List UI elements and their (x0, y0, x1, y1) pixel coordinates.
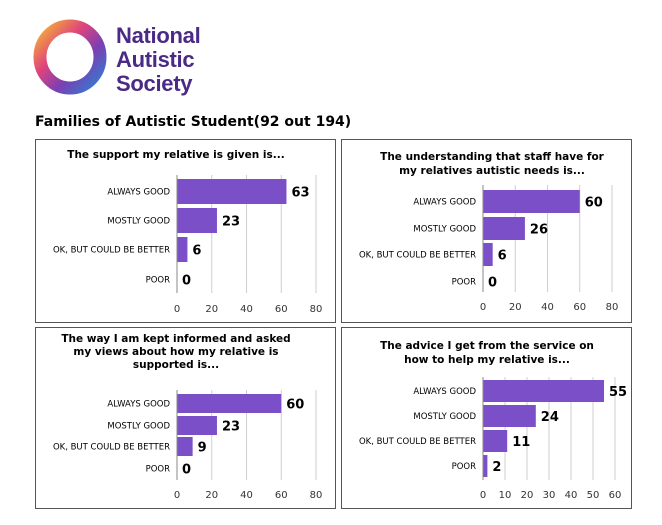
brand-name-line-1: National (116, 23, 201, 48)
x-tick-label: 50 (587, 490, 600, 501)
bar (483, 243, 493, 266)
chart-title-line: The advice I get from the service on (380, 340, 594, 352)
data-label: 60 (585, 196, 603, 211)
bar (483, 380, 604, 402)
data-label: 0 (182, 463, 191, 478)
x-tick-label: 0 (174, 490, 180, 501)
chart-title-line: my views about how my relative is (73, 346, 278, 358)
x-tick-label: 20 (521, 490, 534, 501)
bar (177, 416, 217, 435)
x-tick-label: 40 (240, 304, 253, 315)
x-tick-label: 20 (509, 302, 522, 313)
category-label: MOSTLY GOOD (413, 412, 476, 422)
category-label: OK, BUT COULD BE BETTER (53, 246, 170, 256)
chart-title-line: supported is... (133, 359, 219, 371)
chart-advice: The advice I get from the service on how … (359, 340, 627, 501)
data-label: 11 (512, 435, 530, 450)
data-label: 60 (286, 398, 304, 413)
data-label: 2 (492, 460, 501, 475)
x-tick-label: 0 (174, 304, 180, 315)
category-label: OK, BUT COULD BE BETTER (359, 251, 476, 261)
bar (483, 217, 525, 240)
x-tick-label: 60 (609, 490, 622, 501)
x-tick-label: 40 (541, 302, 554, 313)
brand-name-line-2: Autistic (116, 47, 195, 72)
data-label: 26 (530, 223, 548, 238)
data-label: 6 (192, 244, 201, 259)
chart-title-line: The support my relative is given is... (67, 149, 284, 161)
x-tick-label: 40 (240, 490, 253, 501)
chart-title-line: my relatives autistic needs is... (399, 165, 585, 177)
chart-title-line: The understanding that staff have for (380, 151, 605, 163)
category-label: POOR (452, 278, 477, 288)
x-tick-label: 0 (480, 490, 486, 501)
data-label: 63 (291, 186, 309, 201)
x-tick-label: 20 (205, 490, 218, 501)
x-tick-label: 60 (275, 304, 288, 315)
category-label: OK, BUT COULD BE BETTER (359, 437, 476, 447)
x-tick-label: 60 (275, 490, 288, 501)
category-label: MOSTLY GOOD (107, 217, 170, 227)
chart-title-line: The way I am kept informed and asked (61, 333, 290, 345)
chart-support: The support my relative is given is... 0 2… (53, 149, 323, 315)
category-label: POOR (452, 462, 477, 472)
bar (483, 430, 508, 452)
x-tick-label: 30 (543, 490, 556, 501)
bar (177, 394, 282, 413)
bar (177, 437, 193, 456)
data-label: 23 (222, 215, 240, 230)
category-label: MOSTLY GOOD (413, 225, 476, 235)
chart-panel-advice: The advice I get from the service on how … (341, 327, 632, 509)
category-label: MOSTLY GOOD (107, 422, 170, 432)
category-label: POOR (146, 465, 171, 475)
bar (483, 405, 536, 427)
x-tick-label: 80 (310, 304, 323, 315)
data-label: 0 (182, 274, 191, 289)
category-label: ALWAYS GOOD (413, 198, 476, 208)
x-tick-label: 0 (480, 302, 486, 313)
data-label: 9 (198, 441, 207, 456)
x-tick-label: 40 (565, 490, 578, 501)
category-label: ALWAYS GOOD (107, 400, 170, 410)
category-label: POOR (146, 276, 171, 286)
category-label: OK, BUT COULD BE BETTER (53, 443, 170, 453)
bar (483, 455, 488, 477)
chart-panel-understanding: The understanding that staff have for my … (341, 139, 632, 323)
category-label: ALWAYS GOOD (107, 188, 170, 198)
data-label: 55 (609, 385, 627, 400)
bar (177, 208, 217, 233)
x-tick-label: 80 (310, 490, 323, 501)
chart-panel-informed: The way I am kept informed and asked my v… (35, 327, 336, 509)
x-tick-label: 20 (205, 304, 218, 315)
bar (483, 190, 580, 213)
data-label: 6 (498, 249, 507, 264)
x-tick-label: 60 (573, 302, 586, 313)
category-label: ALWAYS GOOD (413, 387, 476, 397)
brand-name-line-3: Society (116, 71, 193, 96)
brand-ring-icon (33, 19, 107, 95)
page-title: Families of Autistic Student(92 out 194) (35, 114, 352, 130)
data-label: 0 (488, 276, 497, 291)
x-tick-label: 80 (606, 302, 619, 313)
x-tick-label: 10 (499, 490, 512, 501)
bar (177, 237, 188, 262)
brand-logo: National Autistic Society (30, 18, 215, 98)
bar (177, 179, 287, 204)
chart-understanding: The understanding that staff have for my … (359, 151, 619, 313)
chart-panel-support: The support my relative is given is... 0 2… (35, 139, 336, 323)
chart-title-line: how to help my relative is... (404, 354, 570, 366)
data-label: 24 (541, 410, 559, 425)
data-label: 23 (222, 420, 240, 435)
